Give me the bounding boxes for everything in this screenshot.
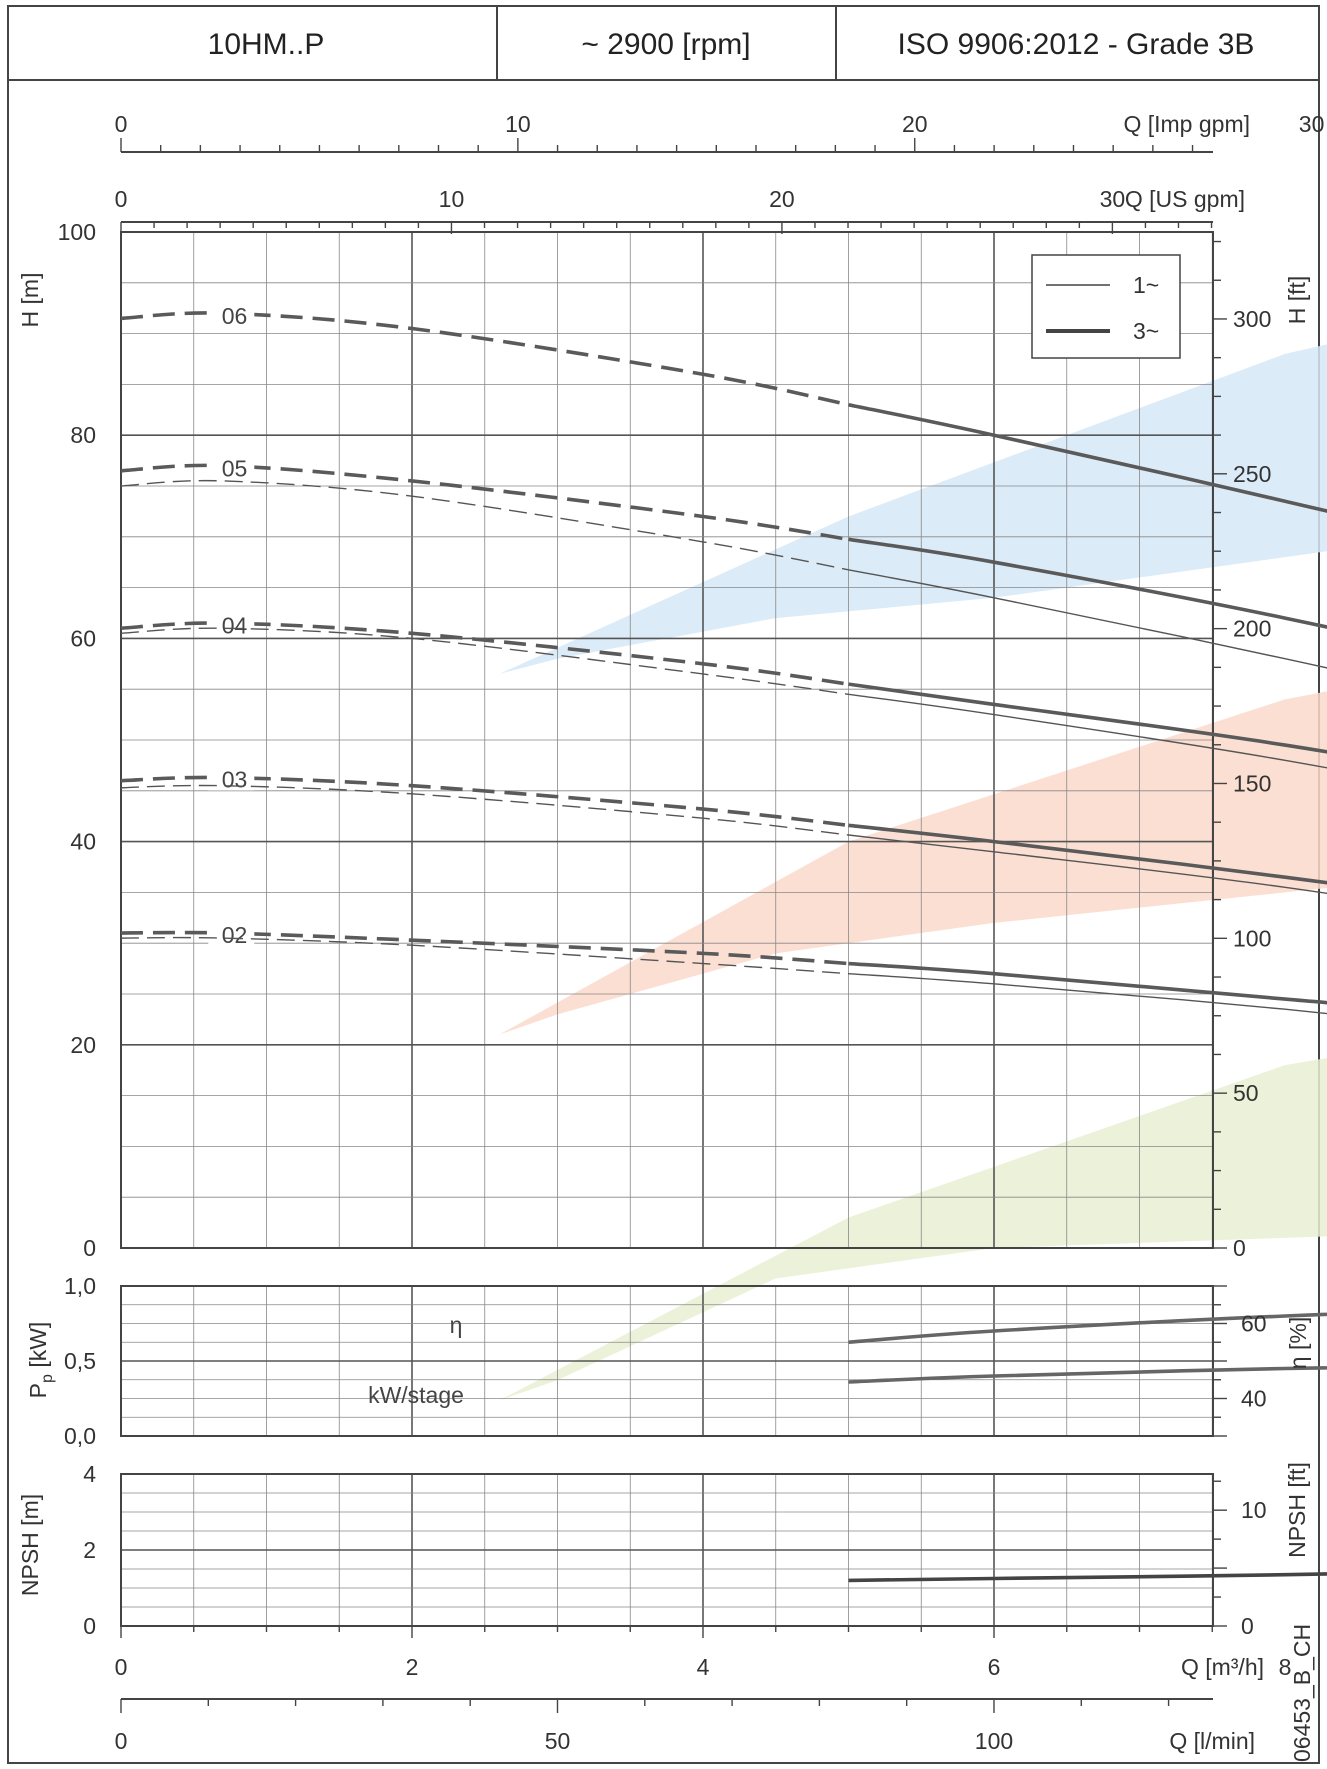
y-axis-title-h: H [m] [17,273,43,328]
eta-tick-label: 40 [1241,1386,1267,1412]
legend: 1~ 3~ [1032,255,1180,358]
h-curve-label-03: 03 [222,767,248,793]
y-axis-title-npsh: NPSH [m] [17,1494,43,1596]
y-axis-title-power: Pp [kW] [25,1322,56,1399]
npsh-y-tick-label: 0 [83,1613,96,1639]
h-curve-label-05: 05 [222,455,248,481]
x-m3h-tick-label: 6 [988,1654,1001,1680]
operating-zones [499,232,1327,1400]
eta-curve-label: η [450,1312,463,1338]
h-ft-tick-label: 300 [1233,306,1271,332]
x-axis-title-lmin: Q [l/min] [1169,1728,1255,1754]
h-y-tick-label: 20 [70,1032,96,1058]
npsh-curve [849,1533,1327,1581]
lmin-tick-label: 0 [115,1728,128,1754]
h-ft-tick-label: 0 [1233,1235,1246,1261]
operating-zone-0 [499,232,1327,674]
imp-gpm-tick-label: 30 [1299,111,1325,137]
npsh-ft-tick-label: 0 [1241,1613,1254,1639]
h-y-tick-label: 0 [83,1235,96,1261]
y2-axis-title-h: H [ft] [1284,276,1310,325]
x-m3h-tick-label: 4 [697,1654,710,1680]
y2-axis-title-eta: η [%] [1285,1317,1311,1369]
y2-axis-title-npsh: NPSH [ft] [1284,1462,1310,1558]
x-m3h-tick-label: 0 [115,1654,128,1680]
h-ft-tick-label: 200 [1233,616,1271,642]
npsh-y-tick-label: 4 [83,1461,96,1487]
legend-label-1: 1~ [1133,272,1159,298]
grid-lines [121,232,1213,1626]
kw-stage-curve-label: kW/stage [368,1382,464,1408]
h-y-tick-label: 80 [70,422,96,448]
header-speed: ~ 2900 [rpm] [581,28,750,61]
top-axis-title-imp: Q [Imp gpm] [1123,111,1250,137]
x-m3h-tick-label: 2 [406,1654,419,1680]
h-curve-label-06: 06 [222,303,248,329]
npsh-y-tick-label: 2 [83,1537,96,1563]
lmin-tick-label: 100 [975,1728,1013,1754]
us-gpm-tick-label: 30 [1100,186,1126,212]
h-curve-label-04: 04 [222,612,248,638]
top-axis-title-us: Q [US gpm] [1125,186,1245,212]
x-axis-title-m3h: Q [m³/h] [1181,1654,1264,1680]
lmin-tick-label: 50 [545,1728,571,1754]
us-gpm-tick-label: 20 [769,186,795,212]
h-ft-tick-label: 100 [1233,925,1271,951]
h-y-tick-label: 60 [70,625,96,651]
h-ft-tick-label: 50 [1233,1080,1259,1106]
us-gpm-tick-label: 10 [439,186,465,212]
power-y-tick-label: 0,5 [64,1348,96,1374]
us-gpm-tick-label: 0 [115,186,128,212]
header-model: 10HM..P [208,28,325,61]
imp-gpm-tick-label: 0 [115,111,128,137]
header-standard: ISO 9906:2012 - Grade 3B [898,28,1255,61]
imp-gpm-tick-label: 10 [505,111,531,137]
h-y-tick-label: 100 [58,219,96,245]
npsh-ft-tick-label: 10 [1241,1497,1267,1523]
h-ft-tick-label: 150 [1233,770,1271,796]
imp-gpm-tick-label: 20 [902,111,928,137]
legend-label-3: 3~ [1133,318,1159,344]
kw-stage-curve [849,1361,1327,1382]
doc-code: 06453_B_CH [1289,1624,1315,1762]
h-curve-label-02: 02 [222,922,248,948]
h-y-tick-label: 40 [70,829,96,855]
h-ft-tick-label: 250 [1233,461,1271,487]
power-y-tick-label: 1,0 [64,1273,96,1299]
eta-tick-label: 60 [1241,1311,1267,1337]
power-y-tick-label: 0,0 [64,1423,96,1449]
